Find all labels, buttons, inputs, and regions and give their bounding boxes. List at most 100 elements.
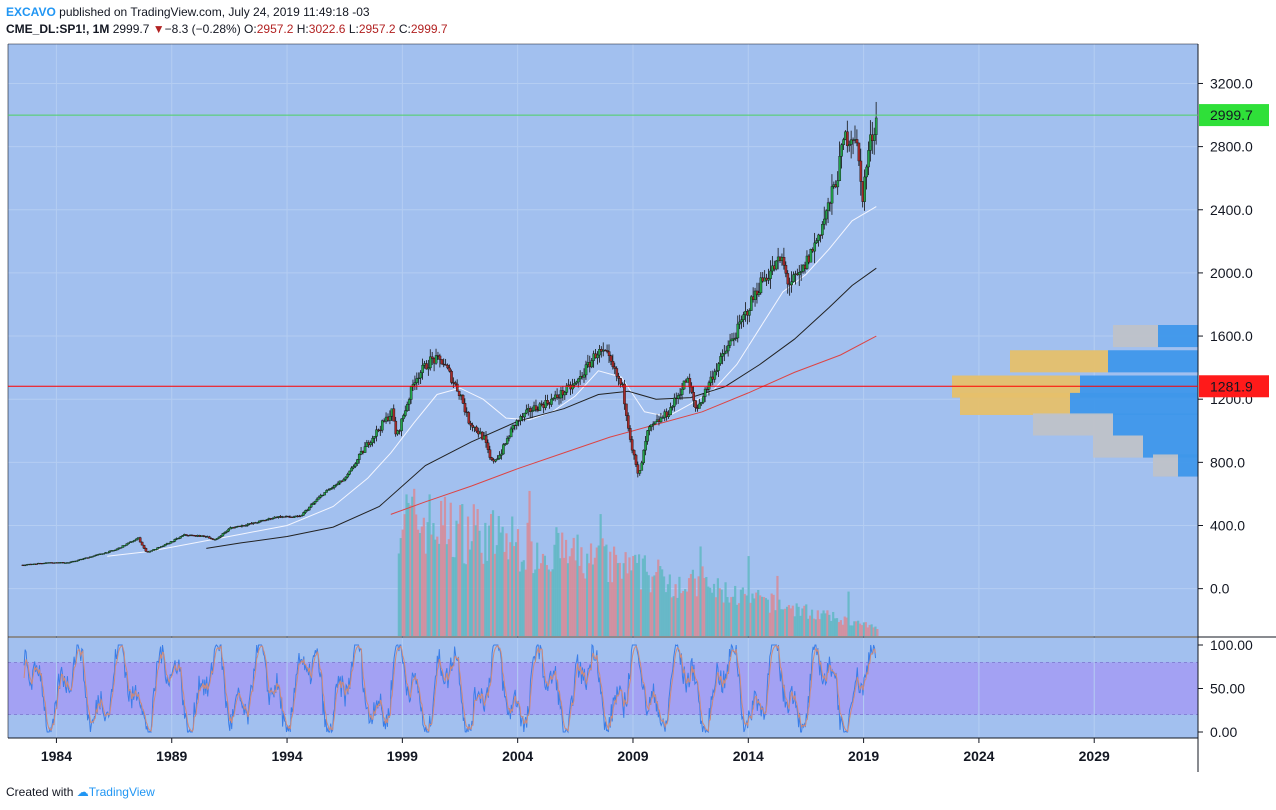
volume-bars (397, 488, 879, 636)
volume-bar (799, 615, 802, 636)
volume-bar (461, 504, 464, 636)
price-axis-label: 400.0 (1210, 517, 1245, 533)
volume-bar (630, 570, 633, 636)
candle-down (446, 364, 449, 369)
high-value: 3022.6 (308, 22, 346, 36)
candle-up (179, 536, 182, 539)
candle-down (846, 131, 849, 147)
candle-up (304, 510, 307, 513)
candle-down (529, 408, 532, 413)
candle-up (865, 166, 868, 178)
candle-up (133, 540, 136, 542)
price-axis-label: 800.0 (1210, 454, 1245, 470)
candle-up (640, 462, 644, 471)
candle-down (233, 527, 236, 529)
tradingview-logo-icon[interactable]: ☁ (76, 785, 89, 799)
candle-up (219, 535, 223, 538)
volume-bar (643, 555, 646, 636)
candle-down (690, 386, 694, 393)
time-axis-label: 2004 (502, 748, 533, 764)
volume-bar (593, 557, 596, 636)
volume-bar (797, 606, 800, 636)
candle-up (161, 545, 165, 547)
volume-profile-up (1108, 350, 1198, 373)
candle-up (417, 377, 421, 379)
last-price-badge (1199, 104, 1269, 127)
volume-bar (484, 522, 487, 636)
volume-bar (428, 494, 431, 636)
volume-bar (784, 608, 787, 636)
volume-bar (463, 563, 466, 636)
candle-up (171, 541, 175, 543)
candle-up (575, 381, 578, 384)
candle-up (821, 224, 824, 236)
volume-bar (776, 575, 779, 636)
candle-down (140, 541, 144, 546)
candle-down (448, 367, 451, 372)
volume-bar (440, 500, 443, 636)
volume-bar (622, 563, 625, 636)
volume-bar (661, 569, 664, 636)
candle-up (838, 156, 842, 181)
candle-down (625, 403, 628, 416)
candle-down (628, 428, 632, 440)
volume-bar (507, 559, 510, 636)
candle-up (824, 210, 828, 220)
candle-up (400, 418, 403, 432)
candle-up (584, 364, 588, 376)
volume-bar (876, 629, 879, 636)
price-axis-label: 3200.0 (1210, 75, 1253, 91)
candle-up (227, 528, 230, 532)
candle-up (719, 356, 722, 364)
volume-bar (399, 538, 402, 636)
volume-bar (707, 586, 710, 636)
volume-bar (451, 556, 454, 636)
volume-bar (526, 522, 529, 636)
volume-bar (812, 618, 816, 636)
candle-up (700, 402, 703, 405)
symbol-label[interactable]: CME_DL:SP1!, 1M (6, 22, 110, 36)
tradingview-brand-link[interactable]: TradingView (88, 785, 155, 799)
osc-axis-label: 0.00 (1210, 724, 1237, 740)
volume-bar (536, 542, 539, 636)
volume-bar (782, 609, 785, 636)
volume-bar (824, 613, 827, 636)
volume-bar (651, 576, 654, 636)
volume-bar (480, 552, 483, 636)
volume-bar (513, 546, 516, 636)
candle-up (530, 410, 534, 413)
candle-up (225, 530, 228, 533)
volume-bar (570, 548, 573, 636)
candle-up (154, 549, 157, 551)
volume-bar (860, 625, 864, 636)
candle-up (419, 372, 423, 379)
volume-bar (680, 593, 683, 636)
candle-down (613, 366, 617, 369)
volume-bar (416, 529, 420, 636)
volume-bar (557, 532, 560, 636)
close-label: C: (398, 22, 411, 36)
candle-down (463, 403, 467, 413)
candle-down (705, 388, 709, 391)
volume-bar (653, 575, 656, 636)
candle-up (799, 271, 803, 273)
candle-up (769, 270, 772, 279)
candle-down (475, 426, 478, 432)
publish-line: EXCAVO published on TradingView.com, Jul… (6, 5, 370, 19)
candle-up (429, 356, 432, 369)
candle-up (840, 144, 843, 157)
candle-up (90, 556, 94, 558)
username[interactable]: EXCAVO (6, 5, 56, 19)
candle-up (717, 363, 720, 371)
volume-bar (666, 584, 670, 636)
volume-bar (787, 605, 791, 636)
volume-bar (687, 578, 691, 636)
volume-bar (816, 610, 819, 636)
candle-up (404, 410, 407, 416)
price-axis-label: 0.0 (1210, 581, 1230, 597)
volume-bar (449, 502, 452, 636)
volume-bar (853, 621, 856, 636)
candle-up (150, 550, 154, 552)
volume-bar (805, 604, 808, 636)
candle-down (144, 548, 148, 552)
